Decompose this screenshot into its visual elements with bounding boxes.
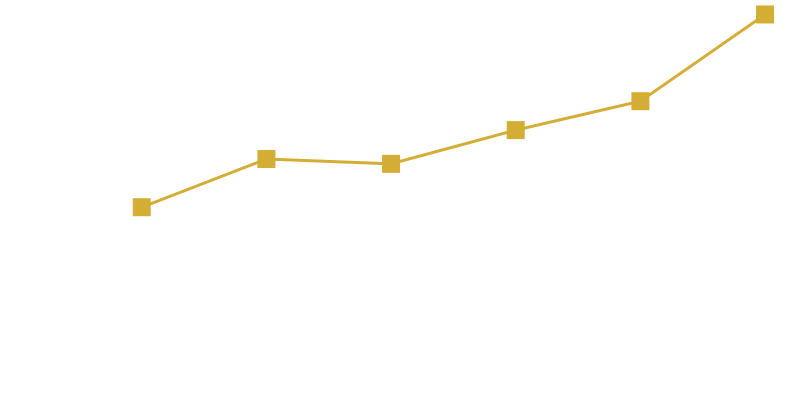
data-point-marker: [506, 121, 525, 140]
data-point-marker: [132, 198, 151, 217]
series-line: [141, 13, 766, 209]
series-layer: [132, 5, 775, 217]
data-point-marker: [257, 150, 276, 169]
data-point-marker: [631, 92, 650, 111]
data-point-marker: [756, 5, 775, 24]
data-point-marker: [382, 154, 401, 173]
